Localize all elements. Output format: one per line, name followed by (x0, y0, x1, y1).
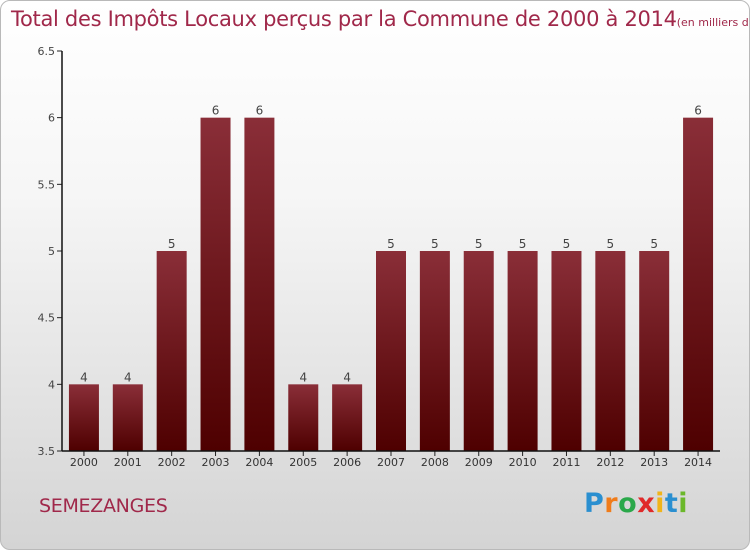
y-tick-label: 3.5 (38, 445, 56, 458)
logo-letter: i (655, 488, 665, 519)
x-tick-label: 2013 (640, 456, 668, 469)
y-tick-label: 4 (48, 378, 55, 391)
data-label: 6 (212, 104, 220, 118)
bar (551, 251, 582, 451)
logo-letter: r (604, 488, 619, 519)
x-tick-label: 2006 (333, 456, 361, 469)
data-label: 5 (431, 237, 439, 251)
x-tick-label: 2007 (377, 456, 405, 469)
bar (112, 384, 143, 451)
bar (200, 117, 231, 452)
data-label: 4 (299, 370, 307, 384)
bar (332, 384, 363, 451)
data-label: 5 (607, 237, 615, 251)
x-tick-label: 2000 (70, 456, 98, 469)
chart-unit: (en milliers d'€) (676, 16, 749, 29)
y-tick-label: 6.5 (38, 45, 56, 58)
data-label: 4 (343, 370, 351, 384)
chart-title-text: Total des Impôts Locaux perçus par la Co… (11, 7, 677, 31)
x-tick-label: 2005 (289, 456, 317, 469)
x-tick-label: 2014 (684, 456, 712, 469)
data-label: 5 (387, 237, 395, 251)
x-tick-label: 2002 (158, 456, 186, 469)
data-label: 4 (124, 370, 132, 384)
logo-letter: i (678, 488, 689, 519)
data-label: 5 (563, 237, 571, 251)
x-tick-label: 2008 (421, 456, 449, 469)
data-label: 6 (694, 104, 702, 118)
bar (68, 384, 99, 451)
logo-letter: o (618, 488, 638, 519)
bar (595, 251, 626, 451)
bar (288, 384, 319, 451)
bar (376, 251, 406, 451)
bar (244, 117, 275, 452)
bar (463, 251, 494, 451)
logo-letter: x (637, 488, 656, 519)
y-tick-label: 5 (48, 245, 55, 258)
logo-letter: P (584, 488, 605, 519)
bar (683, 117, 714, 452)
x-tick-label: 2001 (114, 456, 142, 469)
y-tick-label: 4.5 (38, 312, 56, 325)
logo-letter: t (664, 488, 679, 519)
data-label: 4 (80, 370, 88, 384)
y-tick-label: 5.5 (38, 178, 56, 191)
bar (639, 251, 670, 451)
x-tick-label: 2011 (552, 456, 580, 469)
data-label: 5 (519, 237, 527, 251)
x-tick-label: 2004 (245, 456, 273, 469)
plot-area: 3.5 4 4.5 5 5.5 6 6.5 4 2000 4 2001 5 2002 6 2003 6 2004… (38, 45, 720, 469)
bar (156, 251, 187, 451)
chart-title: Total des Impôts Locaux perçus par la Co… (11, 7, 749, 31)
data-label: 5 (475, 237, 483, 251)
bar (507, 251, 538, 451)
proxiti-logo: Proxiti (584, 488, 688, 519)
y-tick-label: 6 (48, 112, 55, 125)
commune-name: SEMEZANGES (39, 495, 168, 517)
bar (419, 251, 450, 451)
x-tick-label: 2009 (465, 456, 493, 469)
data-label: 5 (650, 237, 658, 251)
data-label: 6 (256, 104, 264, 118)
x-tick-label: 2010 (509, 456, 537, 469)
x-tick-label: 2012 (596, 456, 624, 469)
data-label: 5 (168, 237, 176, 251)
x-tick-label: 2003 (202, 456, 230, 469)
